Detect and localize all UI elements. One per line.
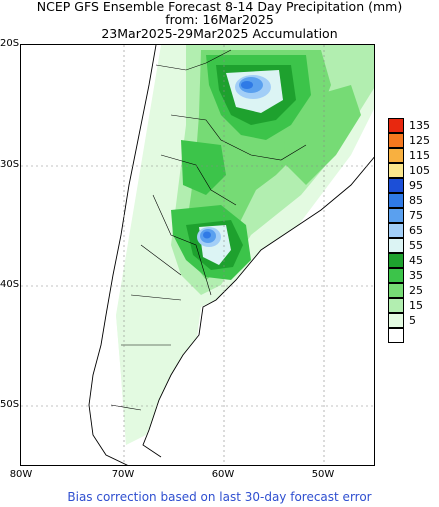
legend-swatch — [388, 193, 404, 208]
map-canvas — [21, 45, 374, 465]
graticule — [21, 45, 374, 465]
legend-swatch — [388, 298, 404, 313]
legend-label: 125 — [409, 134, 430, 147]
legend-label: 65 — [409, 224, 423, 237]
legend-swatch — [388, 313, 404, 328]
legend-swatch — [388, 253, 404, 268]
legend-swatch — [388, 178, 404, 193]
legend-label: 105 — [409, 164, 430, 177]
legend-swatch — [388, 268, 404, 283]
legend-swatch — [388, 223, 404, 238]
legend-label: 55 — [409, 239, 423, 252]
west-coastline — [88, 45, 157, 465]
precip-35mm-mid — [181, 140, 226, 195]
lat-label-40s: 40S — [0, 279, 20, 290]
title-line-2: from: 16Mar2025 — [165, 12, 274, 27]
lat-label-30s: 30S — [0, 159, 20, 170]
precip-fields — [116, 45, 374, 445]
legend-label: 75 — [409, 209, 423, 222]
lon-label-80w: 80W — [9, 469, 33, 480]
footer-note: Bias correction based on last 30-day for… — [67, 490, 372, 504]
legend-label: 5 — [409, 314, 416, 327]
legend-label: 135 — [409, 119, 430, 132]
precip-85mm-north — [241, 81, 253, 89]
lon-label-60w: 60W — [211, 469, 235, 480]
precip-5mm-south — [116, 315, 171, 445]
east-coastline — [142, 156, 374, 458]
lon-label-50w: 50W — [311, 469, 335, 480]
legend-swatch — [388, 163, 404, 178]
legend-label: 115 — [409, 149, 430, 162]
precipitation-map — [20, 44, 375, 466]
lon-label-70w: 70W — [111, 469, 135, 480]
legend-label: 15 — [409, 299, 423, 312]
legend-swatch — [388, 118, 404, 133]
title-line-1: NCEP GFS Ensemble Forecast 8-14 Day Prec… — [36, 0, 403, 14]
legend-swatch — [388, 148, 404, 163]
legend-label: 85 — [409, 194, 423, 207]
legend-swatch — [388, 238, 404, 253]
legend-label: 25 — [409, 284, 423, 297]
legend-label: 45 — [409, 254, 423, 267]
country-borders — [110, 49, 307, 411]
pacific-ocean — [21, 45, 156, 465]
title-line-3: 23Mar2025-29Mar2025 Accumulation — [101, 26, 338, 41]
atlantic-ocean — [143, 157, 374, 465]
legend-swatch — [388, 208, 404, 223]
legend-swatch — [388, 133, 404, 148]
legend-label: 35 — [409, 269, 423, 282]
legend-swatch — [388, 283, 404, 298]
lat-label-20s: 20S — [0, 38, 20, 49]
legend-swatch — [388, 328, 404, 343]
precip-85mm-center — [203, 231, 211, 239]
legend-label: 95 — [409, 179, 423, 192]
lat-label-50s: 50S — [0, 399, 20, 410]
